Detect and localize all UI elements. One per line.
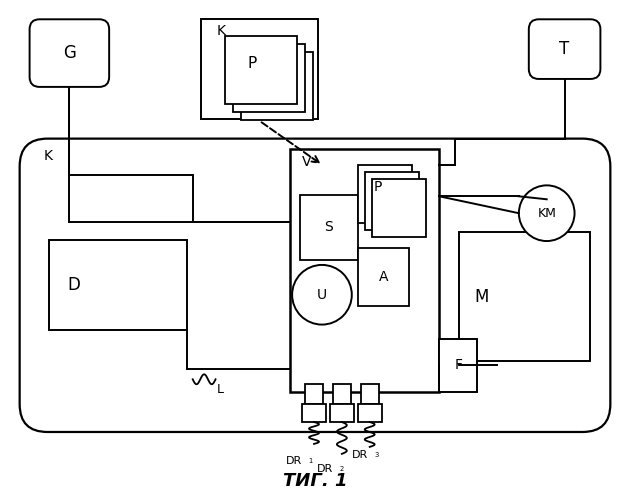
Bar	[290, 148, 439, 392]
Text: U: U	[317, 288, 327, 302]
FancyBboxPatch shape	[529, 20, 600, 79]
Text: ΤИГ. 1: ΤИГ. 1	[283, 472, 347, 490]
Circle shape	[519, 186, 575, 241]
Text: $_1$: $_1$	[308, 456, 314, 466]
Bar	[358, 166, 413, 223]
Bar	[361, 384, 379, 404]
FancyBboxPatch shape	[30, 20, 109, 87]
Text: $_2$: $_2$	[339, 464, 345, 474]
Text: M: M	[474, 288, 488, 306]
Text: D: D	[67, 276, 80, 294]
Bar	[459, 232, 590, 362]
Text: K: K	[217, 24, 226, 38]
Bar	[372, 180, 427, 237]
Text: S: S	[324, 220, 333, 234]
Bar	[300, 196, 358, 260]
Bar	[365, 172, 420, 230]
Text: P: P	[248, 56, 257, 70]
Text: V: V	[302, 156, 312, 170]
Text: DR: DR	[317, 464, 333, 474]
Bar	[200, 20, 318, 118]
Bar	[305, 384, 323, 404]
Text: F: F	[454, 358, 462, 372]
Bar	[241, 52, 313, 120]
Text: K: K	[43, 148, 52, 162]
Bar	[358, 248, 410, 306]
Circle shape	[292, 265, 352, 324]
Bar	[333, 384, 351, 404]
Text: DR: DR	[286, 456, 302, 466]
Text: L: L	[217, 382, 224, 396]
Text: T: T	[559, 40, 570, 58]
Text: A: A	[379, 270, 388, 284]
Text: DR: DR	[352, 450, 368, 460]
Bar	[439, 340, 477, 392]
Bar	[234, 44, 305, 112]
Text: KM: KM	[537, 206, 556, 220]
Text: G: G	[63, 44, 76, 62]
Bar	[358, 404, 382, 422]
Bar	[226, 36, 297, 104]
Bar	[302, 404, 326, 422]
FancyBboxPatch shape	[20, 138, 610, 432]
Bar	[50, 240, 186, 330]
Bar	[330, 404, 354, 422]
Text: P: P	[374, 180, 382, 194]
Text: $_3$: $_3$	[374, 450, 379, 460]
